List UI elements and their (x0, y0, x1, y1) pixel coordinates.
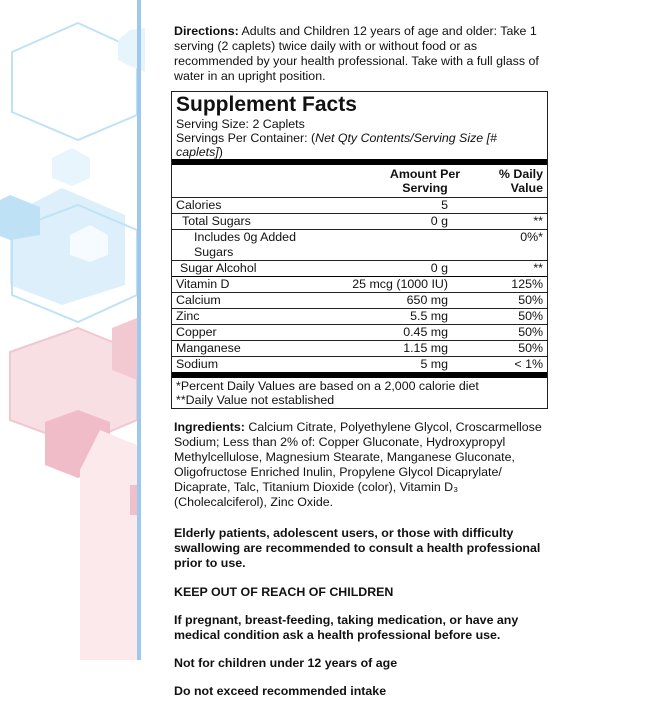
serving-size: Serving Size: 2 Caplets (176, 117, 305, 131)
nutrient-amount: 5 (441, 198, 448, 212)
nutrient-dv: ** (533, 261, 543, 275)
directions: Directions: Adults and Children 12 years… (174, 24, 550, 84)
nutrient-name: Vitamin D (176, 277, 230, 291)
footnotes: *Percent Daily Values are based on a 2,0… (172, 378, 547, 408)
ingredients-label: Ingredients: (174, 420, 245, 434)
nutrient-row: Calcium 650 mg 50% (172, 292, 547, 308)
nutrient-row: Sugar Alcohol 0 g ** (172, 260, 547, 276)
nutrient-row: Copper 0.45 mg 50% (172, 324, 547, 340)
nutrient-row: Includes 0g Added Sugars 0%* (172, 229, 547, 260)
nutrient-amount (318, 230, 448, 260)
nutrient-row: Calories 5 (172, 197, 547, 213)
nutrient-row: Manganese 1.15 mg 50% (172, 340, 547, 356)
panel-title: Supplement Facts (176, 93, 357, 116)
nutrient-amount: 5.5 mg (410, 309, 448, 323)
thick-divider (172, 372, 547, 378)
spc-end: ) (218, 145, 223, 159)
nutrient-amount: 5 mg (420, 357, 448, 371)
nutrient-dv: 0%* (520, 230, 543, 244)
warning-keep-out: KEEP OUT OF REACH OF CHILDREN (174, 585, 394, 599)
hexagon-decoration (0, 21, 145, 660)
nutrient-dv (448, 198, 543, 213)
nutrient-name: Zinc (176, 309, 200, 323)
footnote-2: **Daily Value not established (176, 393, 335, 407)
nutrient-name: Calories (176, 198, 222, 212)
col-dv: % Daily Value (498, 167, 543, 195)
footnote-1: *Percent Daily Values are based on a 2,0… (176, 379, 479, 393)
label-content: Directions: Adults and Children 12 years… (171, 24, 550, 712)
nutrient-row: Zinc 5.5 mg 50% (172, 308, 547, 324)
ingredients-text: Calcium Citrate, Polyethylene Glycol, Cr… (174, 420, 542, 509)
nutrient-rows: Calories 5 Total Sugars 0 g ** Includes 0g Ad… (172, 197, 547, 372)
directions-text: Adults and Children 12 years of age and … (174, 24, 539, 83)
warning-intake: Do not exceed recommended intake (174, 684, 387, 698)
nutrient-amount: 0.45 mg (403, 325, 448, 339)
nutrient-name: Copper (176, 325, 217, 339)
warning-pregnant: If pregnant, breast-feeding, taking medi… (174, 613, 519, 642)
warning-elderly: Elderly patients, adolescent users, or t… (174, 526, 541, 570)
warning-age: Not for children under 12 years of age (174, 656, 398, 670)
column-header: Amount Per Serving % Daily Value (172, 165, 547, 197)
vertical-divider (137, 0, 141, 660)
servings-per-container: Servings Per Container: (Net Qty Content… (172, 131, 547, 159)
nutrient-name: Manganese (176, 341, 241, 355)
nutrient-dv: 50% (518, 325, 543, 339)
nutrient-dv: 50% (518, 341, 543, 355)
nutrient-row: Sodium 5 mg < 1% (172, 356, 547, 372)
nutrient-dv: ** (533, 214, 543, 228)
nutrient-dv: 50% (518, 309, 543, 323)
ingredients: Ingredients: Calcium Citrate, Polyethyle… (174, 420, 550, 510)
nutrient-amount: 0 g (430, 261, 448, 275)
nutrient-dv: < 1% (514, 357, 543, 371)
thick-divider (172, 159, 547, 165)
nutrient-amount: 25 mcg (1000 IU) (352, 277, 448, 291)
nutrient-amount: 650 mg (406, 293, 448, 307)
supplement-facts-panel: Supplement Facts Serving Size: 2 Caplets… (171, 91, 548, 409)
spc-label: Servings Per Container: ( (176, 131, 316, 145)
nutrient-row: Total Sugars 0 g ** (172, 213, 547, 229)
nutrient-amount: 1.15 mg (403, 341, 448, 355)
nutrient-name: Calcium (176, 293, 221, 307)
nutrient-row: Vitamin D 25 mcg (1000 IU) 125% (172, 276, 547, 292)
directions-label: Directions: (174, 24, 239, 38)
col-amount: Amount Per Serving (389, 167, 461, 195)
nutrient-dv: 125% (511, 277, 543, 291)
nutrient-dv: 50% (518, 293, 543, 307)
nutrient-name: Sodium (176, 357, 219, 371)
spc-value: Net Qty Contents/Serving Size [# caplets… (176, 131, 497, 159)
nutrient-name: Sugar Alcohol (180, 261, 257, 275)
nutrient-name: Total Sugars (182, 214, 251, 228)
nutrient-name: Includes 0g Added Sugars (194, 230, 296, 259)
nutrient-amount: 0 g (430, 214, 448, 228)
